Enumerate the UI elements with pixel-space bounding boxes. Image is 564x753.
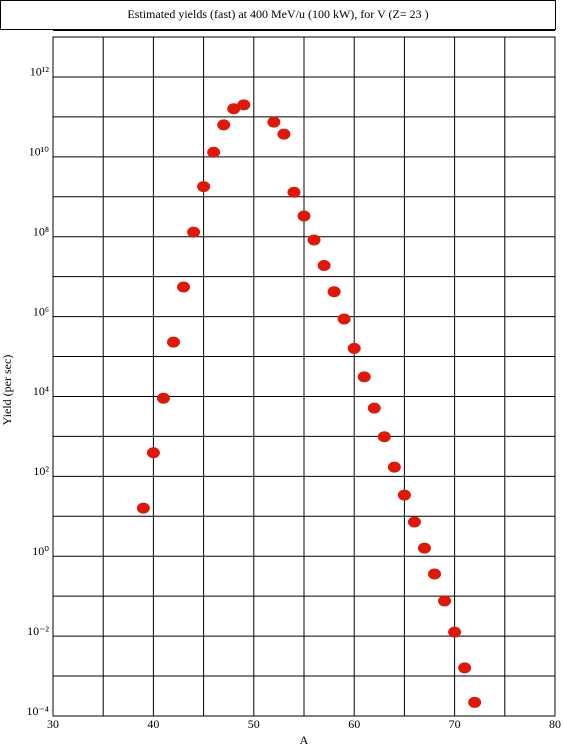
data-point	[438, 595, 452, 607]
y-tick-label: 10¹²	[30, 65, 50, 79]
data-point	[227, 103, 241, 115]
x-tick-label: 60	[348, 717, 360, 731]
data-point	[136, 502, 150, 514]
data-point	[207, 146, 221, 158]
data-point	[337, 313, 351, 325]
data-point	[407, 516, 421, 528]
data-point	[297, 210, 311, 222]
data-point	[277, 128, 291, 140]
title-box	[0, 0, 556, 30]
y-tick-label: 10⁸	[33, 224, 49, 238]
y-tick-label: 10⁰	[32, 544, 49, 558]
data-point	[347, 342, 361, 354]
data-point	[187, 226, 201, 238]
data-point	[417, 542, 431, 554]
x-tick-label: 50	[248, 717, 260, 731]
data-point	[287, 186, 301, 198]
data-point	[217, 119, 231, 131]
data-point	[468, 696, 482, 708]
y-axis-label: Yield (per sec)	[0, 355, 14, 426]
chart-title: Estimated yields (fast) at 400 MeV/u (10…	[127, 7, 428, 21]
data-point	[428, 568, 442, 580]
data-point	[327, 286, 341, 298]
data-point	[156, 392, 170, 404]
data-point	[397, 489, 411, 501]
y-tick-label: 10⁴	[33, 384, 49, 398]
data-point	[237, 99, 251, 111]
y-tick-label: 10⁻²	[27, 624, 49, 638]
data-point	[166, 336, 180, 348]
data-point	[177, 281, 191, 293]
y-tick-label: 10⁻⁴	[26, 704, 49, 718]
data-point	[387, 461, 401, 473]
data-point	[448, 626, 462, 638]
data-point	[317, 260, 331, 272]
data-point	[458, 662, 472, 674]
x-tick-label: 40	[147, 717, 159, 731]
data-point	[307, 234, 321, 246]
data-point	[146, 447, 160, 459]
y-tick-label: 10⁶	[33, 304, 49, 318]
data-point	[197, 181, 211, 193]
y-tick-label: 10²	[33, 464, 49, 478]
x-tick-label: 70	[449, 717, 461, 731]
data-point	[367, 402, 381, 414]
data-point	[267, 116, 281, 128]
x-tick-label: 80	[549, 717, 561, 731]
data-point	[377, 431, 391, 443]
y-tick-label: 10¹⁰	[29, 145, 50, 159]
x-axis-label: A	[300, 733, 309, 747]
data-point	[357, 371, 371, 383]
x-tick-label: 30	[47, 717, 59, 731]
